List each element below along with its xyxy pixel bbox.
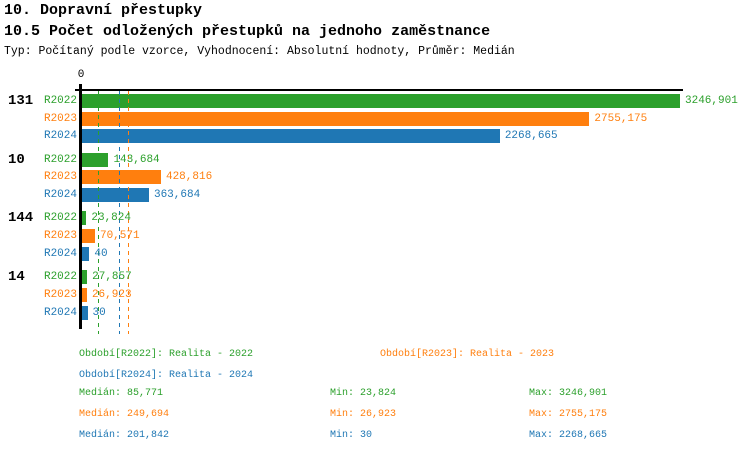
legend-item-r2024: Období[R2024]: Realita - 2024 [79,370,254,381]
bar-r2022-14 [82,270,88,285]
stat-median-r2022: Medián: 85,771 [79,388,164,399]
bar-value-label: 26,923 [91,288,132,301]
median-line-r2022 [97,91,99,334]
axis-left-line [79,84,82,329]
category-label-144: 144 [8,210,34,227]
bar-series-label-r2024: R2024 [43,130,77,143]
stat-median-r2024: Medián: 201,842 [79,430,170,441]
category-label-131: 131 [8,93,34,109]
stat-min-r2024: Min: 30 [330,430,373,441]
bar-r2024-144 [82,246,90,261]
stat-max-r2024: Max: 2268,665 [529,430,608,441]
indicator-title: 10.5 Počet odložených přestupků na jedno… [4,23,491,40]
bar-series-label-r2024: R2024 [43,189,77,202]
bar-value-label: 2268,665 [504,130,558,143]
bar-value-label: 70,571 [99,230,140,243]
category-label-14: 14 [8,269,25,286]
stat-max-r2022: Max: 3246,901 [529,388,608,399]
bar-series-label-r2023: R2023 [43,171,77,184]
stat-max-r2023: Max: 2755,175 [529,409,608,420]
bar-value-label: 363,684 [153,189,201,202]
bar-r2022-144 [82,211,87,226]
bar-value-label: 40 [94,247,108,260]
bar-r2023-144 [82,229,95,244]
chart-settings-line: Typ: Počítaný podle vzorce, Vyhodnocení:… [4,45,515,58]
legend-item-r2023: Období[R2023]: Realita - 2023 [380,349,555,360]
bar-value-label: 30 [92,306,106,319]
bar-r2023-14 [82,287,87,302]
category-label-10: 10 [8,151,25,168]
bar-value-label: 3246,901 [685,95,738,107]
bar-series-label-r2023: R2023 [43,112,77,125]
bar-series-label-r2023: R2023 [43,288,77,301]
axis-top-spine [75,89,683,91]
bar-series-label-r2022: R2022 [43,271,77,284]
bar-r2024-131 [82,129,500,144]
bar-series-label-r2022: R2022 [43,95,77,107]
bar-series-label-r2022: R2022 [43,212,77,225]
bar-r2023-131 [82,111,590,126]
bar-r2023-10 [82,170,161,185]
legend-item-r2022: Období[R2022]: Realita - 2022 [79,349,254,360]
median-line-r2023 [128,91,129,334]
bar-value-label: 143,684 [113,153,160,166]
bar-value-label: 2755,175 [594,112,648,125]
bar-r2024-10 [82,188,149,203]
bar-r2022-131 [82,94,680,108]
bar-series-label-r2024: R2024 [43,306,77,319]
report-title: 10. Dopravní přestupky [4,2,203,19]
bar-r2022-10 [82,152,109,167]
stat-min-r2023: Min: 26,923 [330,409,397,420]
bar-series-label-r2024: R2024 [43,247,77,260]
median-line-r2024 [119,91,121,334]
axis-tick-label-zero: 0 [77,69,85,81]
bar-value-label: 428,816 [165,171,213,184]
stat-min-r2022: Min: 23,824 [330,388,397,399]
stat-median-r2023: Medián: 249,694 [79,409,170,420]
bar-value-label: 23,824 [91,212,131,225]
bar-series-label-r2022: R2022 [43,153,77,166]
bar-series-label-r2023: R2023 [43,230,77,243]
bar-r2024-14 [82,305,88,320]
bar-value-label: 27,857 [92,271,132,284]
